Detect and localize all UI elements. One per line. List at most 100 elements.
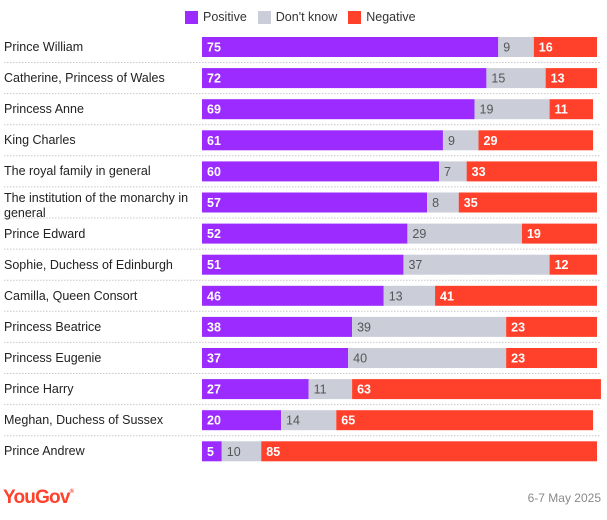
category-label: Princess Beatrice <box>4 319 102 334</box>
data-label-dont-know: 9 <box>448 134 455 148</box>
data-label-positive: 46 <box>207 289 221 303</box>
data-label-dont-know: 19 <box>480 103 494 117</box>
data-label-positive: 5 <box>207 445 214 459</box>
bar-dont-know <box>308 379 353 400</box>
data-label-positive: 37 <box>207 352 221 366</box>
logo-text: YouGov <box>3 487 70 508</box>
bar-negative <box>549 99 594 120</box>
data-label-dont-know: 8 <box>432 196 439 210</box>
data-label-negative: 63 <box>357 383 371 397</box>
bar-negative <box>435 285 597 306</box>
data-label-negative: 35 <box>464 196 478 210</box>
bar-dont-know <box>427 192 459 213</box>
bar-negative <box>466 161 597 182</box>
data-label-positive: 20 <box>207 414 221 428</box>
data-label-negative: 23 <box>511 320 525 334</box>
data-label-negative: 16 <box>539 41 553 55</box>
category-label: Meghan, Duchess of Sussex <box>4 413 164 428</box>
registered-mark: ® <box>69 489 74 495</box>
data-label-negative: 12 <box>555 258 569 272</box>
bar-negative <box>549 254 597 275</box>
data-label-dont-know: 14 <box>286 414 300 428</box>
data-label-negative: 23 <box>511 352 525 366</box>
data-label-positive: 57 <box>207 196 221 210</box>
data-label-negative: 65 <box>341 414 355 428</box>
bar-positive <box>202 379 309 400</box>
data-label-positive: 60 <box>207 165 221 179</box>
legend-swatch-positive <box>185 10 198 24</box>
data-label-dont-know: 37 <box>408 258 422 272</box>
data-label-positive: 38 <box>207 320 221 334</box>
data-label-positive: 75 <box>207 41 221 55</box>
category-label: The royal family in general <box>4 164 151 179</box>
bar-positive <box>202 68 487 89</box>
data-label-negative: 11 <box>555 103 568 117</box>
bar-dont-know <box>439 161 467 182</box>
data-label-positive: 69 <box>207 103 221 117</box>
data-label-dont-know: 13 <box>389 289 403 303</box>
survey-date: 6-7 May 2025 <box>527 491 601 505</box>
bar-positive <box>202 37 499 57</box>
category-label: The institution of the monarchy in gener… <box>4 190 189 220</box>
yougov-logo: YouGov® <box>3 487 74 509</box>
bar-negative <box>336 410 594 431</box>
bar-dont-know <box>407 223 522 244</box>
bar-dont-know <box>281 410 337 431</box>
bar-negative <box>521 223 597 244</box>
bar-positive <box>202 192 428 213</box>
bar-negative <box>458 192 597 213</box>
legend-swatch-dont-know <box>257 10 271 24</box>
bar-dont-know <box>221 441 262 462</box>
bar-positive <box>202 410 281 431</box>
category-label: Prince Harry <box>4 382 74 397</box>
bar-positive <box>202 254 404 275</box>
data-label-dont-know: 39 <box>357 320 371 334</box>
data-label-negative: 33 <box>472 165 486 179</box>
data-label-negative: 85 <box>266 445 280 459</box>
bar-dont-know <box>348 348 507 368</box>
data-label-dont-know: 15 <box>491 72 505 86</box>
data-label-positive: 61 <box>207 134 221 148</box>
category-label: Prince William <box>4 40 84 54</box>
bar-negative <box>506 316 597 337</box>
bar-positive <box>202 441 222 462</box>
category-label: Princess Eugenie <box>4 351 102 365</box>
legend: Positive Don't know Negative <box>185 9 427 25</box>
bar-positive <box>202 348 349 368</box>
bar-negative <box>352 379 601 400</box>
bar-dont-know <box>486 68 546 89</box>
data-label-positive: 52 <box>207 227 221 241</box>
data-label-negative: 29 <box>484 134 498 148</box>
data-label-dont-know: 7 <box>444 165 451 179</box>
bar-positive <box>202 316 353 337</box>
bar-positive <box>202 285 384 306</box>
data-label-negative: 19 <box>527 227 541 241</box>
data-label-negative: 13 <box>551 72 565 86</box>
category-label: Prince Andrew <box>4 444 85 459</box>
data-label-dont-know: 10 <box>227 445 241 459</box>
category-label: Catherine, Princess of Wales <box>4 71 165 86</box>
bar-positive <box>202 99 475 120</box>
legend-item-positive: Positive <box>185 10 247 24</box>
data-label-positive: 51 <box>207 258 221 272</box>
bar-positive <box>202 223 408 244</box>
bar-negative <box>261 441 597 462</box>
bar-negative <box>506 348 597 368</box>
legend-item-negative: Negative <box>348 10 416 24</box>
legend-label-dont-know: Don't know <box>275 10 338 24</box>
category-label: King Charles <box>4 133 76 148</box>
bar-dont-know <box>403 254 550 275</box>
bar-negative <box>478 130 594 151</box>
data-label-dont-know: 29 <box>412 227 426 241</box>
legend-item-dont-know: Don't know <box>257 10 338 24</box>
category-label: Prince Edward <box>4 226 86 241</box>
legend-label-positive: Positive <box>203 10 247 24</box>
category-label: Camilla, Queen Consort <box>4 288 138 303</box>
bar-dont-know <box>383 285 436 306</box>
data-label-positive: 27 <box>207 383 221 397</box>
bar-dont-know <box>352 316 507 337</box>
bar-dont-know <box>442 130 479 151</box>
bar-dont-know <box>498 37 534 57</box>
data-label-dont-know: 11 <box>314 383 327 397</box>
